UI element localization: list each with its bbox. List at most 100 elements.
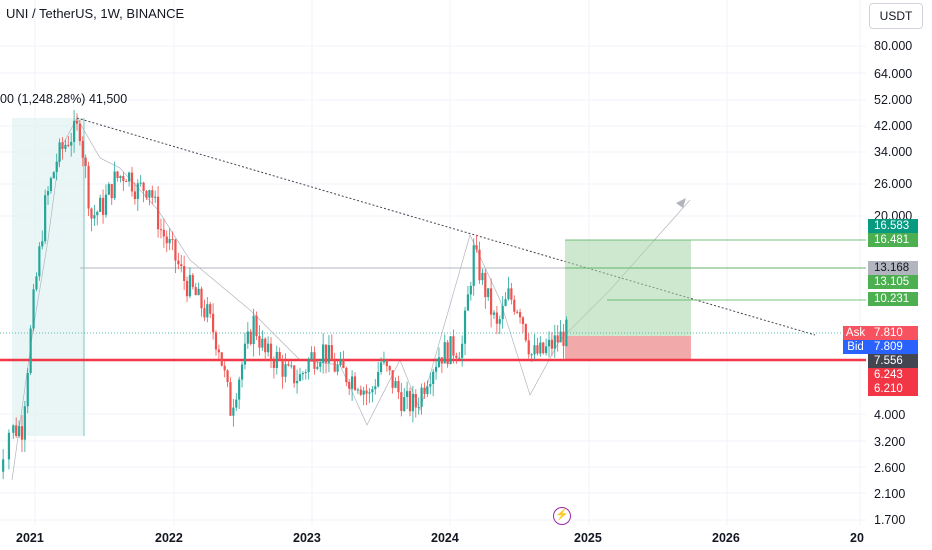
price-tag-target-3: 10.231	[868, 292, 918, 306]
price-tag-ask: 7.810	[868, 326, 918, 340]
candle-body	[281, 359, 284, 377]
candle-body	[530, 354, 533, 356]
candle-body	[353, 376, 357, 390]
candle-body	[168, 239, 171, 244]
candle-body	[272, 360, 276, 368]
measure-range-box	[12, 118, 84, 436]
target-zone	[565, 240, 691, 336]
candle-body	[403, 397, 406, 411]
candle-body	[246, 331, 249, 344]
candle-body	[156, 196, 160, 230]
candle-body	[542, 342, 545, 354]
candle-body	[284, 364, 287, 377]
candle-body	[20, 426, 24, 440]
candle-body	[368, 392, 371, 394]
candle-body	[136, 183, 139, 200]
price-tag-target-top: 16.583	[868, 219, 918, 233]
candle-body	[116, 171, 119, 179]
candle-body	[35, 276, 38, 290]
candle-body	[23, 406, 26, 440]
candles	[2, 109, 568, 480]
candle-body	[298, 374, 302, 381]
candle-body	[362, 390, 365, 395]
candle-body	[324, 344, 328, 363]
x-tick: 2025	[574, 531, 602, 545]
candle-body	[107, 184, 110, 195]
candle-body	[443, 342, 446, 364]
candle-body	[446, 342, 449, 365]
candle-body	[154, 196, 157, 198]
candle-body	[377, 372, 380, 387]
candle-body	[226, 370, 229, 383]
y-tick: 3.200	[874, 435, 906, 449]
candle-body	[350, 376, 354, 389]
candle-body	[93, 215, 96, 219]
x-tick: 2022	[155, 531, 183, 545]
candle-body	[414, 393, 417, 408]
candle-body	[162, 229, 165, 237]
candle-body	[171, 239, 174, 241]
candle-body	[264, 338, 267, 353]
candle-body	[434, 366, 438, 372]
currency-selector[interactable]: USDT	[869, 3, 923, 29]
candle-body	[521, 317, 525, 325]
candle-body	[440, 357, 443, 364]
candle-body	[2, 459, 5, 472]
candle-body	[258, 336, 261, 348]
candle-body	[536, 345, 539, 354]
candle-body	[348, 382, 351, 389]
candle-body	[420, 387, 423, 407]
candle-body	[200, 288, 203, 309]
candle-body	[545, 346, 548, 354]
candle-body	[492, 312, 496, 315]
candle-body	[327, 345, 331, 363]
candle-body	[356, 389, 359, 391]
candle-body	[64, 144, 67, 149]
candle-body	[206, 304, 209, 318]
candle-body	[527, 340, 530, 355]
candle-body	[96, 211, 99, 216]
candle-body	[397, 381, 400, 393]
lightning-icon[interactable]: ⚡	[553, 507, 571, 525]
candle-body	[313, 352, 316, 369]
candle-body	[252, 315, 255, 345]
candle-body	[553, 335, 556, 349]
candle-body	[119, 176, 122, 179]
candle-body	[452, 336, 455, 356]
candle-body	[214, 332, 218, 350]
candle-body	[197, 288, 200, 296]
candle-body	[342, 359, 345, 369]
candle-body	[87, 165, 90, 209]
candle-body	[429, 384, 432, 387]
candle-body	[183, 266, 186, 281]
candle-body	[510, 288, 513, 300]
candle-body	[406, 391, 409, 398]
symbol-title[interactable]: UNI / TetherUS, 1W, BINANCE	[6, 6, 185, 21]
candle-body	[400, 392, 403, 411]
candle-body	[304, 372, 307, 374]
x-tick: 2024	[431, 531, 459, 545]
candle-body	[17, 426, 21, 436]
candle-body	[7, 432, 11, 460]
candle-body	[481, 272, 484, 281]
stop-zone	[565, 336, 691, 360]
candle-body	[255, 315, 258, 337]
price-tag-target-1: 16.481	[868, 233, 918, 247]
candle-body	[345, 368, 348, 383]
candle-body	[128, 172, 131, 182]
candle-body	[148, 190, 151, 198]
y-tick: 52.000	[874, 93, 913, 107]
candle-body	[417, 406, 420, 408]
candle-body	[41, 241, 44, 247]
candle-body	[203, 308, 206, 318]
candle-body	[365, 390, 368, 394]
candle-body	[382, 359, 386, 363]
candle-body	[240, 364, 244, 380]
candle-body	[220, 352, 223, 366]
candle-body	[310, 352, 313, 360]
candle-body	[461, 343, 464, 358]
candle-body	[133, 191, 137, 200]
candle-body	[489, 288, 493, 315]
candle-body	[235, 399, 238, 408]
